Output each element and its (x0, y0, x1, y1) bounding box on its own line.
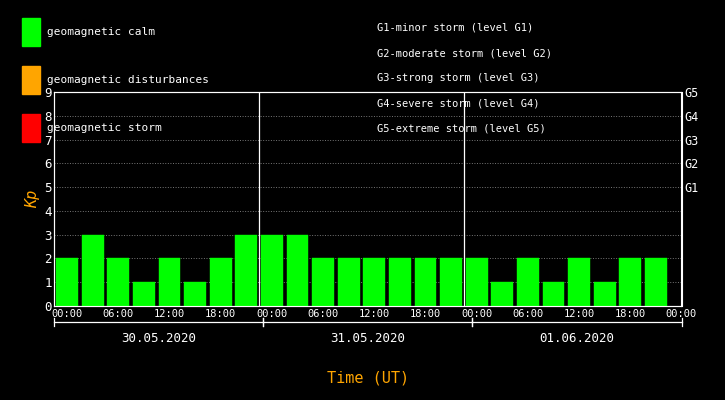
Bar (363, 258, 385, 306)
Bar (210, 258, 231, 306)
Bar (645, 258, 667, 306)
Bar (415, 258, 436, 306)
Text: geomagnetic calm: geomagnetic calm (47, 27, 155, 37)
Text: G3-strong storm (level G3): G3-strong storm (level G3) (377, 73, 539, 83)
Bar (517, 258, 539, 306)
Bar (466, 258, 488, 306)
Bar (82, 235, 104, 306)
Bar (389, 258, 411, 306)
Bar (57, 258, 78, 306)
Text: G2-moderate storm (level G2): G2-moderate storm (level G2) (377, 48, 552, 58)
Text: G4-severe storm (level G4): G4-severe storm (level G4) (377, 98, 539, 108)
Bar (184, 282, 206, 306)
Bar (159, 258, 181, 306)
Y-axis label: Kp: Kp (25, 190, 40, 208)
Text: G1-minor storm (level G1): G1-minor storm (level G1) (377, 23, 534, 33)
Text: geomagnetic storm: geomagnetic storm (47, 123, 162, 133)
Bar (492, 282, 513, 306)
Bar (619, 258, 641, 306)
Text: geomagnetic disturbances: geomagnetic disturbances (47, 75, 209, 85)
Bar (312, 258, 334, 306)
Bar (261, 235, 283, 306)
Text: 01.06.2020: 01.06.2020 (539, 332, 615, 344)
Bar (236, 235, 257, 306)
Bar (133, 282, 155, 306)
Text: 31.05.2020: 31.05.2020 (331, 332, 405, 344)
Bar (338, 258, 360, 306)
Text: G5-extreme storm (level G5): G5-extreme storm (level G5) (377, 124, 546, 134)
Bar (568, 258, 590, 306)
Bar (440, 258, 462, 306)
Text: 30.05.2020: 30.05.2020 (121, 332, 196, 344)
Bar (286, 235, 308, 306)
Bar (107, 258, 129, 306)
Text: Time (UT): Time (UT) (327, 370, 409, 386)
Bar (594, 282, 616, 306)
Bar (542, 282, 564, 306)
